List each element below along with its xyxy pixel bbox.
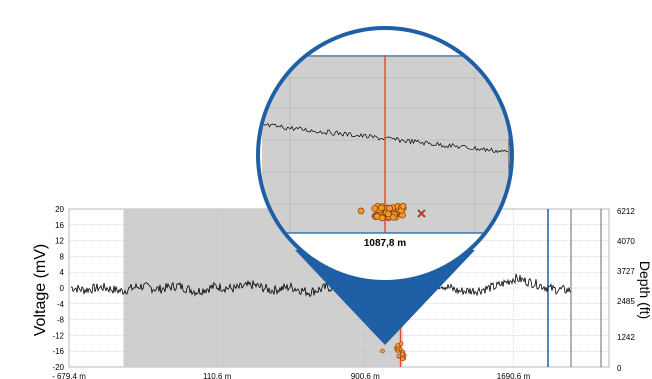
event-markers-zoom [357,202,407,222]
event-marker [395,343,401,348]
y-tick-label: 4 [60,268,65,277]
event-marker [386,204,393,212]
event-marker [380,348,385,354]
x-tick-label: 900.6 m [351,372,380,379]
event-marker [373,213,381,220]
event-marker [400,356,406,362]
right-tick-label: 2485 [617,297,635,306]
y-axis-title: Voltage (mV) [32,244,49,336]
zoom-callout[interactable]: 1087,8 m [256,26,514,345]
event-marker [389,213,397,221]
x-tick-label: 1690.6 m [497,372,531,379]
right-tick-label: 6212 [617,207,635,216]
voltage-signal-line [70,273,572,298]
y-axis-ticks: 20 16 12 8 4 0 -4 -8 -12 -16 -20 [52,205,64,372]
right-tick-label: 1242 [617,333,635,342]
event-marker [399,202,407,210]
y-tick-label: -4 [57,300,65,309]
event-markers-main [380,341,407,362]
x-axis-ticks: - 679.4 m 110.6 m 900.6 m 1690.6 m [52,372,530,379]
zoom-plot-background [262,55,510,233]
right-axis-ticks: 6212 4070 3727 2485 1242 0 [617,207,635,373]
event-marker [357,207,365,215]
y-tick-label: 12 [55,237,64,246]
event-marker [400,351,405,357]
right-axis-title: Depth (ft) [637,261,652,319]
y-tick-label: 16 [55,221,64,230]
y-tick-label: 20 [55,205,64,214]
zoom-cursor-label: 1087,8 m [364,238,406,249]
x-tick-label: 110.6 m [203,372,232,379]
y-tick-label: -20 [52,363,64,372]
event-marker [378,204,385,212]
x-tick-label: - 679.4 m [52,372,86,379]
y-tick-label: -16 [52,347,64,356]
right-tick-label: 4070 [617,237,635,246]
right-tick-label: 3727 [617,267,635,276]
y-tick-label: -8 [57,316,65,325]
y-tick-label: 0 [60,284,65,293]
right-tick-label: 0 [617,364,622,373]
y-tick-label: 8 [60,252,65,261]
y-tick-label: -12 [52,331,64,340]
rejected-marker [417,209,426,218]
